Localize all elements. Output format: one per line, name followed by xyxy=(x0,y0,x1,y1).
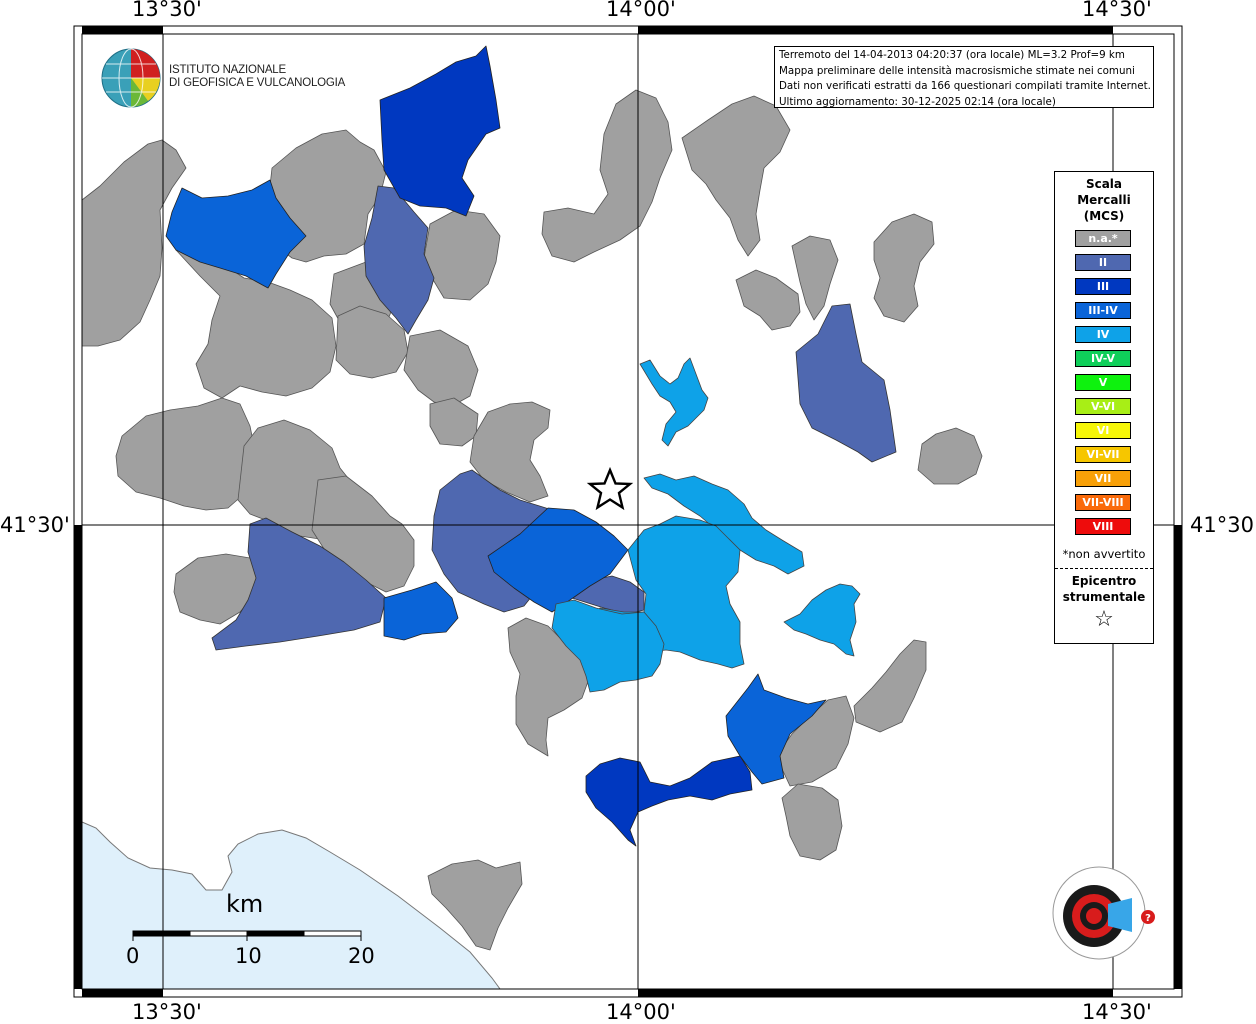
municipality-na xyxy=(735,269,801,331)
municipality-II xyxy=(795,303,897,463)
scale-unit: km xyxy=(226,890,264,918)
municipality-na xyxy=(791,235,839,321)
municipality-na xyxy=(335,305,409,379)
municipalities-not-felt xyxy=(81,89,983,951)
municipality-IV xyxy=(643,473,805,575)
legend-title-line3: (MCS) xyxy=(1083,209,1125,223)
municipality-na xyxy=(427,859,523,951)
legend-note: *non avvertito xyxy=(1062,547,1146,561)
municipalities-III-IV xyxy=(165,179,827,785)
legend-swatch: V-VI xyxy=(1075,398,1131,415)
municipality-III-IV xyxy=(487,507,629,613)
legend: Scala Mercalli (MCS) n.a.* II III III-IV IV I… xyxy=(1054,171,1154,644)
svg-text:?: ? xyxy=(1145,913,1151,924)
event-info-box: Terremoto del 14-04-2013 04:20:37 (ora l… xyxy=(774,46,1154,108)
legend-swatch: IV-V xyxy=(1075,350,1131,367)
ingv-logo-text: ISTITUTO NAZIONALE DI GEOFISICA E VULCAN… xyxy=(169,64,345,90)
lat-label-right: 41°30' xyxy=(1190,513,1256,537)
municipality-III xyxy=(585,755,753,847)
lon-label-bottom-3: 14°30' xyxy=(1082,1000,1152,1024)
scale-tick-10: 10 xyxy=(235,944,262,968)
municipality-IV xyxy=(551,599,665,693)
legend-swatch: VI-VII xyxy=(1075,446,1131,463)
legend-epicenter-line1: Epicentro xyxy=(1071,574,1137,588)
scale-bar xyxy=(132,930,362,941)
legend-items: n.a.* II III III-IV IV IV-V V V-VI VI VI-VII VII VI… xyxy=(1075,230,1131,542)
legend-swatch: III xyxy=(1075,278,1131,295)
municipality-na xyxy=(781,783,843,861)
lon-label-top-3: 14°30' xyxy=(1082,0,1152,21)
event-info-line4: Ultimo aggiornamento: 30-12-2025 02:14 (… xyxy=(779,95,1056,108)
legend-swatch: VIII xyxy=(1075,518,1131,535)
sea-area xyxy=(81,821,501,990)
municipality-na xyxy=(81,139,187,347)
map-frame xyxy=(73,25,1183,998)
municipality-III-IV xyxy=(383,581,459,641)
event-info-line1: Terremoto del 14-04-2013 04:20:37 (ora l… xyxy=(779,49,1125,61)
event-info-line2: Mappa preliminare delle intensità macros… xyxy=(779,64,1135,77)
legend-swatch: VII xyxy=(1075,470,1131,487)
lat-label-left: 41°30' xyxy=(0,513,70,537)
municipality-na xyxy=(873,213,935,323)
scale-tick-20: 20 xyxy=(348,944,375,968)
municipalities-III xyxy=(379,45,753,847)
lon-label-bottom-2: 14°00' xyxy=(606,1000,676,1024)
municipality-na xyxy=(853,639,927,733)
municipality-II xyxy=(211,517,387,651)
municipalities-IV xyxy=(551,357,861,693)
epicenter-star xyxy=(586,466,634,511)
municipality-IV xyxy=(783,583,861,657)
municipality-na xyxy=(917,427,983,485)
legend-swatch: n.a.* xyxy=(1075,230,1131,247)
legend-star-icon: ☆ xyxy=(1094,607,1114,632)
ingv-logo xyxy=(101,48,161,108)
legend-swatch: II xyxy=(1075,254,1131,271)
legend-epicenter-label: Epicentro strumentale xyxy=(1055,573,1153,605)
legend-swatch: VII-VIII xyxy=(1075,494,1131,511)
municipality-na xyxy=(469,401,551,503)
legend-swatch: IV xyxy=(1075,326,1131,343)
municipality-III xyxy=(379,45,501,217)
municipality-III-IV xyxy=(165,179,307,289)
legend-title: Scala Mercalli (MCS) xyxy=(1055,176,1153,224)
lon-label-top-1: 13°30' xyxy=(132,0,202,21)
legend-swatch: V xyxy=(1075,374,1131,391)
municipality-na xyxy=(403,329,479,407)
scale-tick-0: 0 xyxy=(126,944,140,968)
legend-swatch: VI xyxy=(1075,422,1131,439)
legend-epicenter-line2: strumentale xyxy=(1062,590,1146,604)
municipality-na xyxy=(541,89,673,263)
hsit-logo: ? xyxy=(1052,866,1155,960)
lon-label-bottom-1: 13°30' xyxy=(132,1000,202,1024)
legend-title-line1: Scala xyxy=(1085,177,1123,191)
municipality-IV xyxy=(639,357,709,447)
legend-title-line2: Mercalli xyxy=(1077,193,1131,207)
municipality-II xyxy=(363,185,435,335)
ingv-logo-line1: ISTITUTO NAZIONALE xyxy=(169,64,286,76)
event-info-line3: Dati non verificati estratti da 166 ques… xyxy=(779,80,1151,92)
municipality-III-IV xyxy=(725,673,827,785)
legend-divider xyxy=(1055,568,1153,569)
lon-label-top-2: 14°00' xyxy=(606,0,676,21)
municipality-na xyxy=(429,397,479,447)
graticule xyxy=(82,34,1174,989)
ingv-logo-line2: DI GEOFISICA E VULCANOLOGIA xyxy=(169,77,346,89)
municipality-na xyxy=(681,95,791,257)
legend-swatch: III-IV xyxy=(1075,302,1131,319)
